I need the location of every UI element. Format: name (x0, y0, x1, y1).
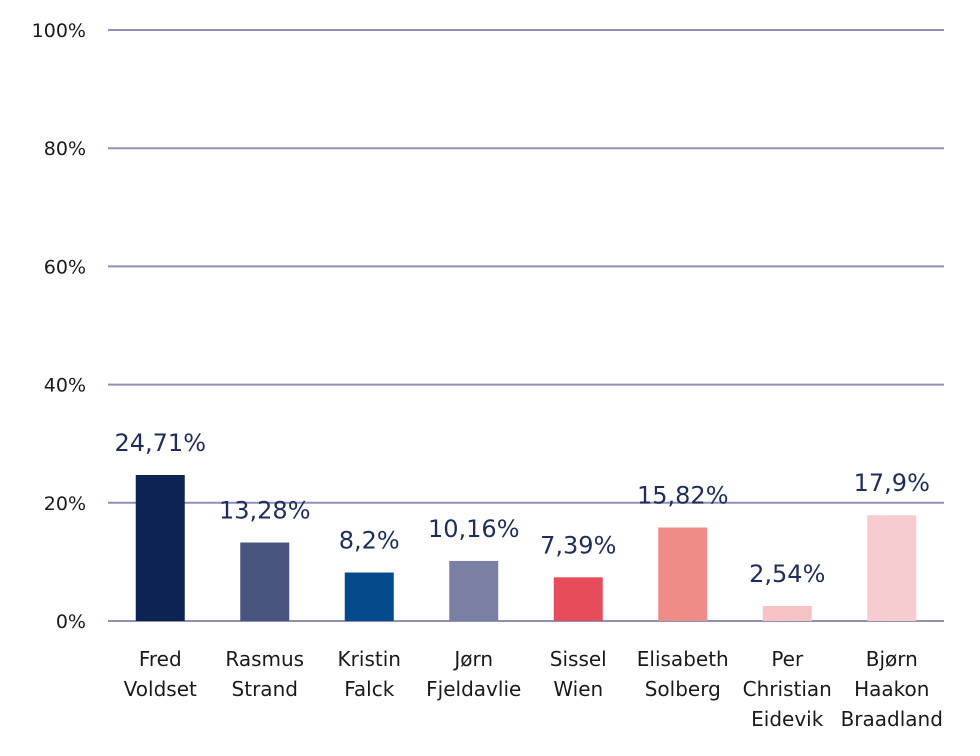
category-label-line: Voldset (124, 677, 197, 701)
category-label-line: Fred (139, 647, 182, 671)
category-label-1: Fred Voldset (124, 647, 197, 701)
y-tick-label-80: 80% (44, 138, 86, 160)
y-tick-label-0: 0% (56, 611, 86, 633)
bar-2 (240, 542, 290, 621)
data-label-8: 17,9% (854, 469, 930, 497)
category-label-line: Bjørn (866, 647, 918, 671)
category-label-4: Jørn Fjeldavlie (426, 647, 521, 701)
category-label-line: Wien (553, 677, 603, 701)
bar-8 (867, 515, 917, 621)
category-label-line: Eidevik (751, 707, 824, 731)
data-label-3: 8,2% (339, 527, 400, 555)
bars (135, 474, 917, 621)
bar-7 (762, 605, 812, 621)
grid-lines (108, 29, 944, 622)
category-label-line: Haakon (854, 677, 929, 701)
y-tick-label-40: 40% (44, 375, 86, 397)
category-labels: Fred Voldset Rasmus Strand Kristin Falck Jørn F… (124, 647, 943, 731)
bar-4 (449, 560, 499, 621)
bar-5 (553, 577, 603, 621)
category-label-line: Strand (232, 677, 298, 701)
data-labels: 24,71% 13,28% 8,2% 10,16% 7,39% 15,82% 2,54% 17… (114, 429, 929, 588)
category-label-line: Braadland (841, 707, 943, 731)
data-label-6: 15,82% (637, 482, 729, 510)
category-label-line: Solberg (645, 677, 721, 701)
y-tick-label-20: 20% (44, 493, 86, 515)
category-label-line: Fjeldavlie (426, 677, 521, 701)
category-label-line: Jørn (452, 647, 493, 671)
category-label-8: Bjørn Haakon Braadland (841, 647, 943, 731)
category-label-line: Kristin (338, 647, 401, 671)
category-label-line: Elisabeth (637, 647, 729, 671)
category-label-7: Per Christian Eidevik (743, 647, 832, 731)
data-label-1: 24,71% (114, 429, 206, 457)
data-label-7: 2,54% (749, 560, 825, 588)
data-label-4: 10,16% (428, 515, 520, 543)
category-label-line: Falck (344, 677, 394, 701)
category-label-line: Christian (743, 677, 832, 701)
category-label-5: Sissel Wien (550, 647, 607, 701)
bar-1 (135, 474, 185, 621)
category-label-6: Elisabeth Solberg (637, 647, 729, 701)
category-label-line: Rasmus (225, 647, 304, 671)
y-tick-label-100: 100% (32, 20, 86, 42)
category-label-2: Rasmus Strand (225, 647, 304, 701)
data-label-2: 13,28% (219, 497, 311, 525)
y-tick-label-60: 60% (44, 256, 86, 278)
bar-3 (344, 572, 394, 621)
bar-6 (658, 527, 708, 621)
y-axis-ticks: 0% 20% 40% 60% 80% 100% (32, 20, 86, 633)
data-label-5: 7,39% (540, 531, 616, 559)
category-label-line: Sissel (550, 647, 607, 671)
category-label-3: Kristin Falck (338, 647, 401, 701)
category-label-line: Per (771, 647, 804, 671)
